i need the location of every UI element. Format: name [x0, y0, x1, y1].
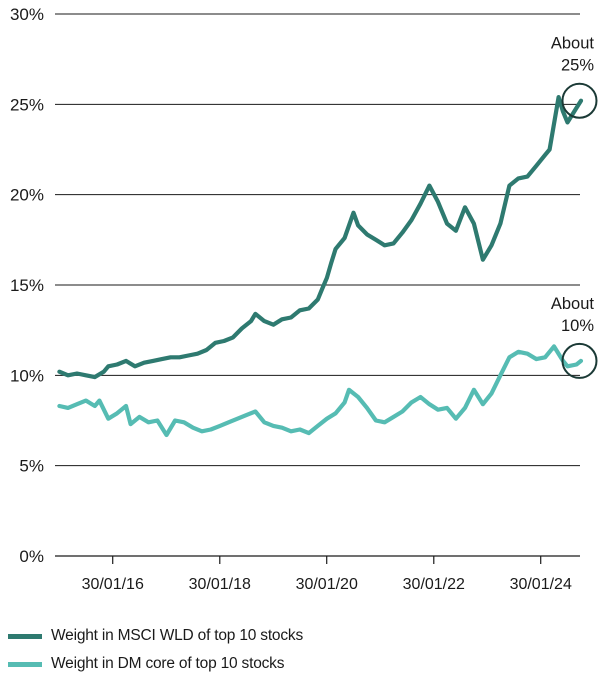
y-tick-label: 15% — [10, 276, 44, 295]
annotation-circle-1 — [561, 342, 598, 379]
legend-item-dm-core: Weight in DM core of top 10 stocks — [8, 650, 588, 678]
annotations: About 25% About 10% — [551, 35, 598, 379]
y-tick-label: 5% — [19, 457, 44, 476]
x-tick-label: 30/01/24 — [510, 576, 572, 593]
x-tick-label: 30/01/22 — [403, 576, 465, 593]
y-tick-label: 25% — [10, 95, 44, 114]
legend-swatch-dm-core — [8, 661, 42, 667]
x-tick-label: 30/01/20 — [296, 576, 358, 593]
y-tick-label: 30% — [10, 5, 44, 24]
series-lines — [57, 94, 584, 438]
legend-label-msci-wld: Weight in MSCI WLD of top 10 stocks — [51, 627, 304, 644]
y-tick-label: 0% — [19, 547, 44, 566]
series-line-0 — [57, 94, 584, 380]
legend-label-dm-core: Weight in DM core of top 10 stocks — [51, 655, 285, 672]
y-tick-label: 10% — [10, 366, 44, 385]
legend: Weight in MSCI WLD of top 10 stocks Weig… — [8, 622, 588, 678]
y-tick-label: 20% — [10, 186, 44, 205]
annotation-circle-0 — [561, 82, 598, 119]
legend-item-msci-wld: Weight in MSCI WLD of top 10 stocks — [8, 622, 588, 650]
series-line-1 — [57, 344, 584, 438]
annotation-text-line2-1: 10% — [561, 317, 594, 335]
annotation-text-line1-1: About — [551, 295, 595, 313]
annotation-text-line2-0: 25% — [561, 57, 594, 75]
axes: 0% 5% 10% 15% 20% 25% 30% 30/01/16 30/01/18 30/01… — [10, 5, 580, 593]
gridlines — [55, 13, 580, 467]
x-tick-label: 30/01/16 — [82, 576, 144, 593]
x-tick-label: 30/01/18 — [189, 576, 251, 593]
legend-swatch-msci-wld — [8, 633, 42, 639]
annotation-text-line1-0: About — [551, 35, 595, 53]
